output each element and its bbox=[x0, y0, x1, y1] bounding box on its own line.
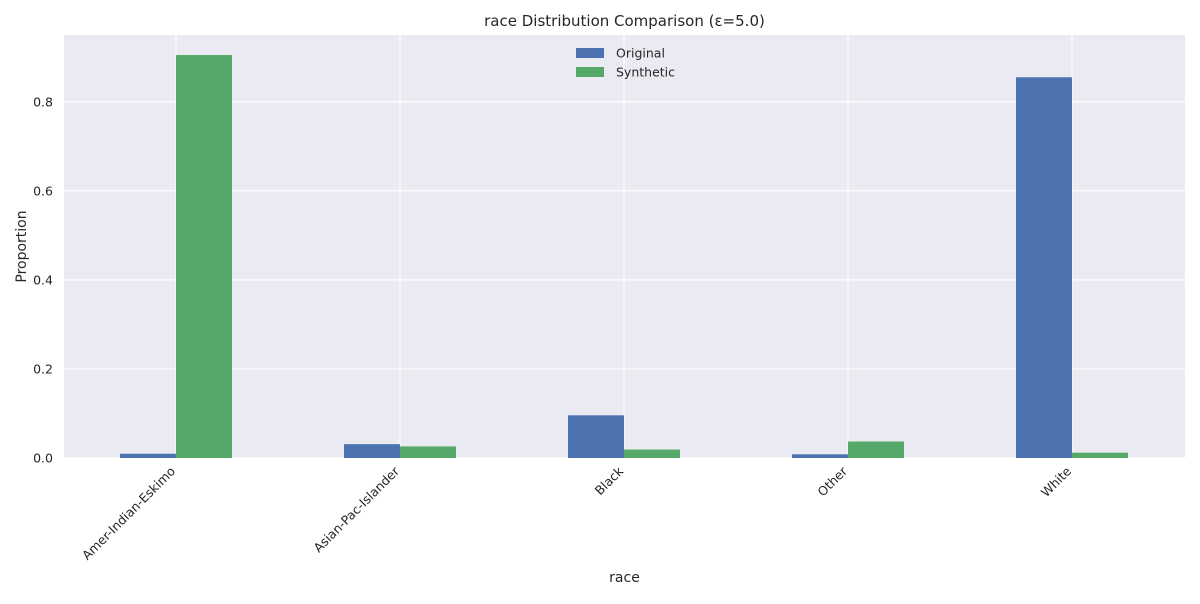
x-tick-label: Black bbox=[592, 463, 627, 498]
legend-swatch-synthetic bbox=[576, 67, 604, 77]
bar-original-asian-pac-islander bbox=[344, 444, 400, 458]
y-tick-label: 0.8 bbox=[33, 94, 53, 109]
x-tick-label: Asian-Pac-Islander bbox=[310, 463, 402, 555]
x-tick-label: Amer-Indian-Eskimo bbox=[79, 464, 178, 563]
x-axis-ticks: Amer-Indian-Eskimo Asian-Pac-Islander Blac… bbox=[79, 463, 1074, 563]
y-tick-label: 0.6 bbox=[33, 183, 53, 198]
bar-original-other bbox=[792, 454, 848, 458]
y-axis-label: Proportion bbox=[14, 210, 30, 282]
bar-synthetic-black bbox=[624, 449, 680, 458]
y-axis-ticks: 0.0 0.2 0.4 0.6 0.8 bbox=[33, 94, 53, 465]
bars bbox=[120, 55, 1128, 459]
bar-original-black bbox=[568, 415, 624, 458]
legend-label-original: Original bbox=[616, 46, 665, 61]
bar-original-amer-indian-eskimo bbox=[120, 453, 176, 458]
x-tick-label: White bbox=[1038, 463, 1075, 500]
bar-original-white bbox=[1016, 77, 1072, 459]
y-tick-label: 0.0 bbox=[33, 451, 53, 466]
chart-title: race Distribution Comparison (ε=5.0) bbox=[484, 12, 765, 30]
bar-synthetic-amer-indian-eskimo bbox=[176, 55, 232, 459]
bar-synthetic-asian-pac-islander bbox=[400, 446, 456, 458]
legend: Original Synthetic bbox=[576, 46, 675, 80]
x-tick-label: Other bbox=[814, 463, 850, 499]
legend-label-synthetic: Synthetic bbox=[616, 65, 675, 80]
bar-synthetic-white bbox=[1072, 452, 1128, 458]
y-tick-label: 0.2 bbox=[33, 361, 53, 376]
bar-synthetic-other bbox=[848, 441, 904, 458]
x-axis-label: race bbox=[609, 570, 640, 586]
y-tick-label: 0.4 bbox=[33, 272, 53, 287]
legend-swatch-original bbox=[576, 48, 604, 58]
